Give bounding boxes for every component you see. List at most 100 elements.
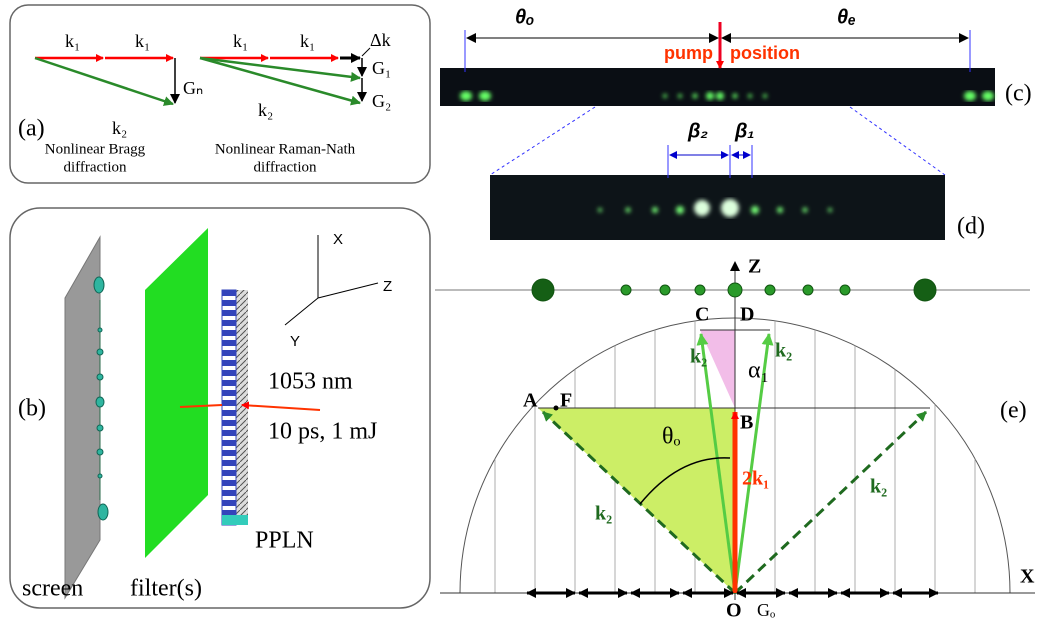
panel-label: (a)	[18, 116, 45, 142]
spot	[777, 207, 783, 213]
laser-label: 10 ps, 1 mJ	[268, 419, 377, 445]
caption: diffraction	[253, 159, 317, 175]
point	[660, 285, 670, 295]
axis-label: Z	[748, 256, 761, 278]
point	[621, 285, 631, 295]
spot	[676, 206, 684, 214]
beam	[242, 405, 320, 410]
crystal-base	[222, 515, 248, 525]
laser-label: 1053 nm	[268, 369, 353, 395]
spot	[652, 207, 658, 213]
alpha-label: α₁	[748, 358, 769, 384]
panel-c: θₒ θₑ pump position (c)	[440, 6, 1032, 106]
screen-label: screen	[22, 576, 83, 602]
spot	[663, 94, 667, 98]
spot	[678, 94, 682, 98]
caption: Nonlinear Bragg	[45, 141, 146, 157]
spot	[982, 91, 994, 101]
spot	[733, 94, 738, 99]
screen	[65, 237, 100, 598]
k2-label: k₂	[775, 340, 792, 362]
spot	[94, 277, 104, 293]
2k1-label: 2k₁	[742, 468, 769, 490]
g-label: G₂	[372, 91, 391, 111]
k2-arrow	[200, 58, 360, 103]
g-label: G₁	[372, 58, 391, 78]
g-label: Gₙ	[183, 78, 203, 98]
theta-e-label: θₑ	[837, 6, 856, 28]
crystal	[222, 290, 236, 525]
spot	[598, 208, 602, 212]
point	[765, 285, 775, 295]
filter	[145, 228, 208, 558]
point-label: B	[740, 412, 753, 434]
spot	[716, 92, 724, 100]
spot	[964, 91, 976, 101]
theta-o-label: θₒ	[515, 6, 535, 28]
panel-label: (d)	[957, 214, 985, 240]
spot	[693, 94, 698, 99]
spot	[98, 328, 102, 332]
figure: k₁ k₁ k₂ Gₙ (a) Nonlinear Bragg diffract…	[0, 0, 1053, 627]
image	[440, 68, 995, 106]
caption: Nonlinear Raman-Nath	[215, 141, 356, 157]
axis	[285, 298, 318, 325]
image	[490, 175, 945, 240]
spot	[97, 374, 103, 380]
k2-arrow	[35, 58, 173, 104]
axis-label: X	[333, 231, 343, 248]
panel-d: β₂ β₁ (d)	[490, 107, 985, 240]
axis-label: Y	[290, 333, 300, 350]
theta-label: θₒ	[662, 424, 680, 450]
k1-label: k₁	[233, 31, 248, 51]
k2-arrow	[200, 58, 360, 78]
spot	[98, 474, 102, 478]
point-label: D	[740, 304, 754, 326]
k2-label: k₂	[690, 346, 707, 368]
spot	[706, 92, 714, 100]
axis-label: Z	[383, 278, 392, 295]
k1-label: k₁	[65, 31, 80, 51]
pump-label: position	[730, 43, 800, 63]
g-label: Gₒ	[757, 600, 775, 620]
zoom-line	[850, 107, 945, 175]
k1-label: k₁	[300, 31, 315, 51]
spot	[751, 206, 759, 214]
spot	[97, 425, 103, 431]
panel-a: k₁ k₁ k₂ Gₙ (a) Nonlinear Bragg diffract…	[10, 5, 430, 183]
point-label: C	[695, 304, 709, 326]
crystal-back	[236, 290, 248, 525]
spot	[626, 208, 631, 213]
spot	[97, 349, 103, 355]
pump-label: pump	[664, 43, 713, 63]
caption: diffraction	[63, 159, 127, 175]
point	[840, 285, 850, 295]
k2-label: k₂	[258, 100, 273, 120]
filter-label: filter(s)	[130, 576, 202, 602]
point-f	[554, 406, 559, 411]
panel-b: X Z Y 1053 nm 10 ps, 1 mJ PPLN (b) scree…	[10, 208, 430, 608]
spot	[479, 91, 491, 101]
point	[532, 279, 554, 301]
spot	[803, 208, 808, 213]
spot	[763, 94, 767, 98]
point-label: A	[523, 390, 538, 412]
beta-1-label: β₁	[734, 120, 754, 142]
zoom-line	[490, 107, 595, 175]
k2-label: k₂	[112, 118, 127, 138]
k1-label: k₁	[135, 31, 150, 51]
point	[728, 283, 742, 297]
panel-e: Z X C D A F B O k₂ k₂ k₂ k₂ α₁ θₒ 2k₁ Gₒ…	[435, 256, 1035, 622]
point	[803, 285, 813, 295]
spot	[97, 449, 103, 455]
k2-label: k₂	[595, 503, 612, 525]
spot	[96, 397, 104, 407]
crystal-label: PPLN	[255, 528, 314, 554]
panel-label: (b)	[18, 396, 46, 422]
panel-label: (c)	[1005, 81, 1032, 107]
axis-label: X	[1020, 566, 1035, 588]
spot	[748, 94, 752, 98]
beta-2-label: β₂	[687, 120, 708, 142]
spot	[460, 91, 472, 101]
panel-label: (e)	[1000, 398, 1027, 424]
